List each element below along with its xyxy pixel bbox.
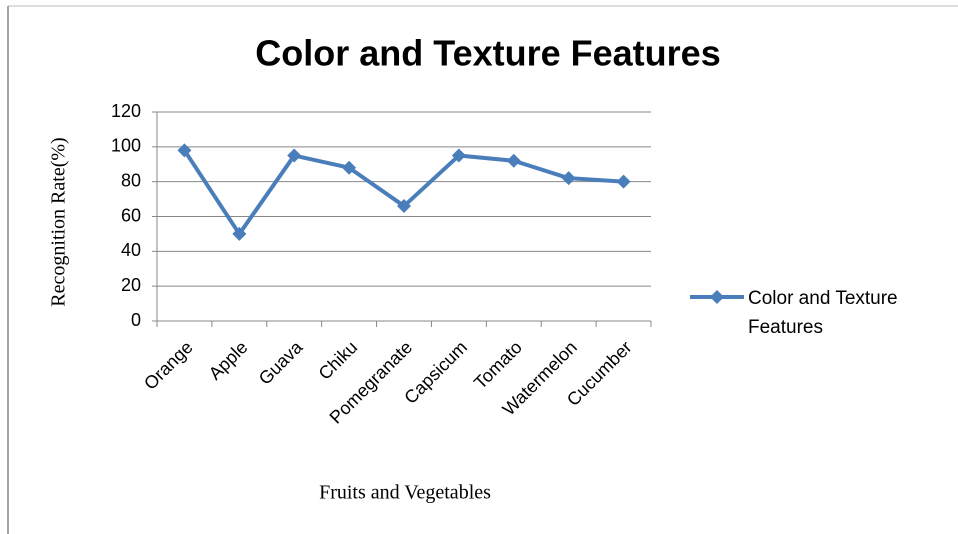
data-point [287, 148, 302, 163]
x-tick-label: Tomato [470, 337, 526, 393]
series-line [182, 149, 624, 236]
data-point [561, 171, 576, 186]
y-axis-label: Recognition Rate(%) [48, 137, 70, 306]
y-tick-label: 100 [111, 136, 141, 156]
x-tick-label: Orange [140, 337, 197, 394]
x-axis-label: Fruits and Vegetables [319, 482, 491, 504]
y-tick-label: 0 [131, 310, 141, 330]
y-tick-label: 20 [121, 275, 141, 295]
y-tick-label: 60 [121, 205, 141, 225]
y-tick-label: 80 [121, 170, 141, 190]
legend-label: Color and Texture Features [748, 288, 898, 338]
data-point [506, 153, 521, 168]
legend-marker [710, 290, 724, 304]
chart-title: Color and Texture Features [255, 33, 720, 74]
y-tick-label: 120 [111, 101, 141, 121]
data-point [451, 148, 466, 163]
data-point [232, 226, 247, 241]
data-point [616, 174, 631, 189]
x-tick-label: Chiku [315, 337, 362, 384]
x-tick-label: Guava [255, 336, 307, 388]
data-point [177, 143, 192, 158]
y-tick-label: 40 [121, 240, 141, 260]
data-point [342, 160, 357, 175]
x-tick-label: Apple [205, 337, 252, 384]
data-point [397, 199, 411, 214]
